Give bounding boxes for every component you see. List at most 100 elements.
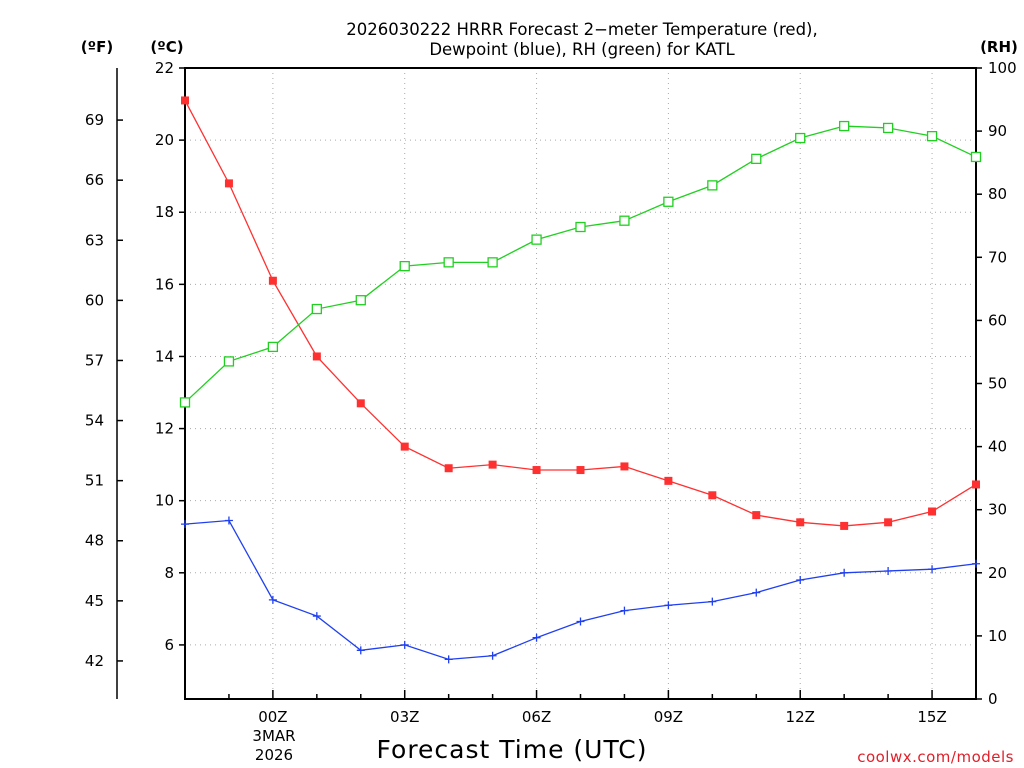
celsius-tick-label: 20	[155, 131, 174, 149]
fahrenheit-unit-label: (ºF)	[81, 38, 113, 56]
fahrenheit-tick-label: 60	[85, 291, 104, 309]
dewpoint-point	[181, 520, 189, 529]
celsius-tick-label: 8	[164, 564, 174, 582]
rh-tick-label: 10	[988, 627, 1007, 645]
fahrenheit-tick-label: 69	[85, 111, 104, 129]
rh-point	[355, 295, 366, 306]
temperature-point	[268, 276, 277, 285]
rh-tick-label: 30	[988, 501, 1007, 519]
rh-point	[179, 397, 191, 408]
temperature-point	[884, 518, 893, 527]
rh-point	[839, 120, 850, 132]
x-date-daymonth: 3MAR	[252, 727, 295, 745]
series-rh	[179, 120, 982, 408]
rh-point	[311, 303, 322, 315]
x-tick-label: 03Z	[390, 708, 419, 726]
dewpoint-point	[664, 601, 673, 610]
rh-tick-label: 90	[988, 122, 1007, 140]
x-tick-label: 06Z	[522, 708, 551, 726]
rh-tick-label: 60	[988, 311, 1007, 329]
rh-point	[970, 151, 982, 163]
rh-tick-label: 20	[988, 564, 1007, 582]
celsius-tick-label: 14	[155, 347, 174, 365]
fahrenheit-tick-label: 48	[85, 532, 104, 550]
rh-point	[487, 257, 498, 268]
celsius-tick-label: 22	[155, 59, 174, 77]
fahrenheit-tick-label: 63	[85, 231, 104, 249]
temperature-point	[312, 352, 321, 361]
time-axis: 00Z 03Z 06Z 09Z 12Z 15Z	[184, 690, 977, 726]
dewpoint-point	[444, 655, 453, 664]
fahrenheit-tick-label: 57	[85, 351, 104, 369]
dewpoint-point	[796, 576, 805, 585]
dewpoint-point	[400, 640, 409, 649]
temperature-point	[356, 399, 365, 408]
dewpoint-point	[884, 566, 893, 575]
temperature-point	[444, 464, 453, 473]
series-group	[179, 96, 982, 664]
temperature-line	[184, 100, 977, 527]
chart-title-line2: Dewpoint (blue), RH (green) for KATL	[429, 40, 735, 59]
dewpoint-point	[268, 595, 277, 604]
celsius-tick-label: 16	[155, 275, 174, 293]
x-tick-label: 12Z	[786, 708, 815, 726]
temperature-point	[181, 96, 189, 105]
rh-tick-label: 40	[988, 438, 1007, 456]
rh-unit-label: (RH)	[980, 38, 1018, 56]
x-tick-label: 09Z	[654, 708, 683, 726]
rh-point	[926, 130, 938, 142]
dewpoint-point	[224, 516, 233, 525]
rh-point	[663, 196, 674, 207]
dewpoint-point	[532, 633, 541, 642]
chart-title-line1: 2026030222 HRRR Forecast 2−meter Tempera…	[346, 20, 817, 39]
celsius-tick-label: 10	[155, 492, 174, 510]
rh-tick-label: 100	[988, 59, 1017, 77]
rh-line	[184, 125, 977, 403]
rh-point	[751, 153, 762, 165]
temperature-point	[708, 491, 717, 500]
fahrenheit-tick-label: 66	[85, 171, 104, 189]
rh-point	[267, 341, 279, 353]
dewpoint-point	[356, 646, 365, 655]
temperature-point	[840, 521, 849, 530]
temperature-point	[796, 518, 805, 527]
dewpoint-point	[928, 565, 937, 574]
temperature-point	[576, 466, 585, 475]
celsius-tick-label: 12	[155, 420, 174, 438]
series-temperature	[181, 96, 980, 530]
dewpoint-point	[620, 606, 629, 615]
rh-tick-label: 80	[988, 185, 1007, 203]
fahrenheit-axis: 69 66 63 60 57 54 51 48 45 42	[85, 111, 123, 670]
rh-point	[575, 221, 586, 233]
rh-tick-label: 0	[988, 690, 998, 708]
celsius-tick-label: 6	[164, 636, 174, 654]
rh-point	[619, 215, 630, 226]
temperature-point	[224, 179, 233, 188]
temperature-point	[620, 462, 629, 471]
temperature-point	[488, 460, 497, 469]
dewpoint-point	[488, 651, 497, 660]
rh-point	[399, 260, 410, 272]
dewpoint-line	[184, 519, 977, 660]
temperature-point	[400, 442, 409, 451]
fahrenheit-tick-label: 54	[85, 412, 104, 430]
x-date-year: 2026	[255, 746, 293, 764]
rh-point	[531, 234, 542, 245]
dewpoint-point	[972, 559, 980, 568]
dewpoint-point	[708, 597, 717, 606]
rh-point	[443, 257, 454, 268]
grid-lines	[185, 67, 976, 699]
rh-point	[707, 180, 718, 191]
temperature-point	[928, 507, 937, 516]
rh-tick-label: 70	[988, 248, 1007, 266]
rh-point	[223, 356, 235, 367]
rh-point	[795, 132, 806, 144]
dewpoint-point	[576, 617, 585, 626]
x-axis-title: Forecast Time (UTC)	[377, 735, 648, 764]
fahrenheit-tick-label: 42	[85, 652, 104, 670]
dewpoint-point	[312, 612, 321, 621]
celsius-unit-label: (ºC)	[150, 38, 183, 56]
x-tick-label: 15Z	[917, 708, 946, 726]
